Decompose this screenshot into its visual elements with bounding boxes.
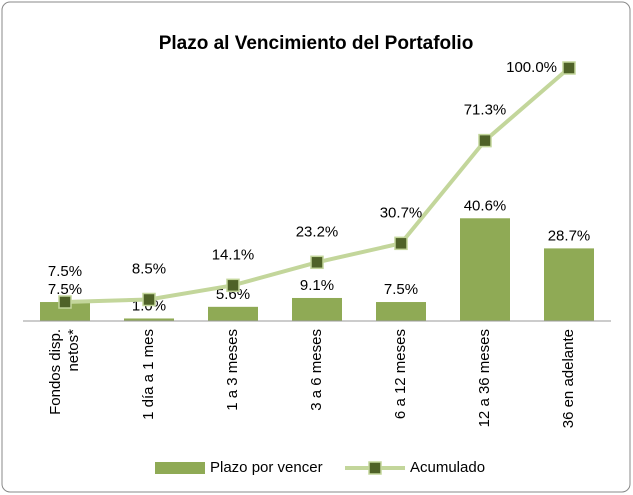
legend-swatch <box>368 461 382 475</box>
bar-label: 9.1% <box>300 277 334 294</box>
line-label: 71.3% <box>464 102 507 119</box>
x-tick-label: Fondos disp.netos* <box>47 329 82 415</box>
bar-label: 5.6% <box>216 286 250 303</box>
x-tick-label: 3 a 6 meses <box>308 329 325 411</box>
line-marker <box>310 255 324 270</box>
x-tick-label: 6 a 12 meses <box>392 329 409 419</box>
line-label: 7.5% <box>48 263 82 280</box>
bar <box>124 318 174 321</box>
line-marker <box>478 133 492 148</box>
bar-label: 40.6% <box>464 197 507 214</box>
bar <box>40 302 90 321</box>
x-tick-label: 1 a 3 meses <box>224 329 241 411</box>
chart-title: Plazo al Vencimiento del Portafolio <box>159 33 474 54</box>
line-label: 100.0% <box>506 59 557 76</box>
bar <box>460 218 510 321</box>
line-label: 23.2% <box>296 223 339 240</box>
bar-label: 7.5% <box>48 281 82 298</box>
line-marker <box>562 61 576 75</box>
line-marker <box>394 236 408 251</box>
bar <box>544 248 594 321</box>
line-label: 8.5% <box>132 260 166 277</box>
line-marker <box>226 278 240 293</box>
x-tick-label: 36 en adelante <box>560 329 577 428</box>
line-label: 14.1% <box>212 246 255 263</box>
bar <box>208 306 258 321</box>
legend-label: Plazo por vencer <box>210 459 323 476</box>
line-label: 30.7% <box>380 204 423 221</box>
x-tick-label: 1 día a 1 mes <box>140 329 157 420</box>
legend-swatch <box>155 462 205 474</box>
line-marker <box>58 295 72 309</box>
x-tick-label: 12 a 36 meses <box>476 329 493 427</box>
bar <box>292 297 342 321</box>
bar-label: 7.5% <box>384 281 418 298</box>
line-marker <box>142 292 156 307</box>
legend-label: Acumulado <box>410 459 485 476</box>
bar <box>376 302 426 321</box>
bar-label: 28.7% <box>548 227 591 244</box>
